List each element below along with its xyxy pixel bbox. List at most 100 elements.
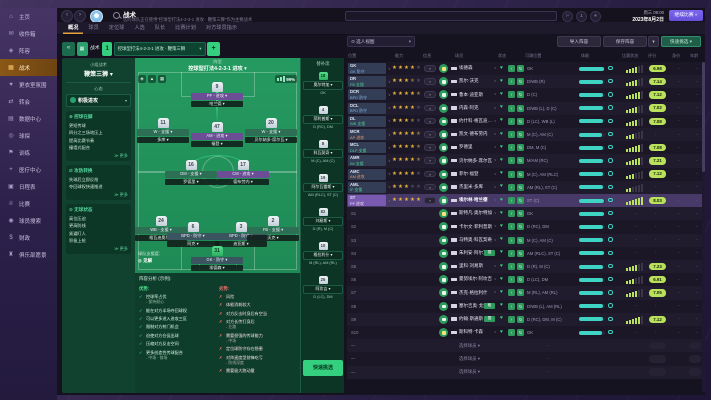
pick-player-dropdown[interactable]: 选择球员 ▾ bbox=[459, 342, 480, 348]
settings-gear-icon[interactable]: ✳ bbox=[590, 10, 601, 22]
squad-row[interactable]: DCR BPD 防守 ∨ ★ ★ ★ ★ ★ ≡ 鲁本·迪亚斯 ∨ ♥ ↑ ↻ D (C) 7.12- - bbox=[347, 88, 702, 102]
view-options-dropdown[interactable]: ⊙ 选人视图 ▾ bbox=[347, 36, 415, 47]
position-role-badge[interactable]: DL WB 支援 bbox=[348, 115, 386, 127]
player-name[interactable]: 里科·刘易斯 bbox=[459, 263, 483, 269]
add-tactic-button[interactable]: + bbox=[207, 42, 220, 56]
save-lineup-caret[interactable]: ▾ bbox=[648, 36, 659, 47]
player-name[interactable]: 杰里米·多库 bbox=[459, 183, 483, 189]
bench-player-name[interactable]: 格拉利什 ▾ bbox=[303, 251, 343, 260]
squad-row[interactable]: S1 斯特凡·奥尔特加 ∨ ♥ ↑ ↻ GK - - - - bbox=[347, 207, 702, 221]
player-name[interactable]: 罗德里 bbox=[459, 144, 473, 150]
info-pill[interactable]: ≡ bbox=[424, 91, 436, 98]
position-role-badge[interactable]: DR FB 支援 bbox=[348, 76, 386, 88]
position-role-badge[interactable]: AMC AM 进攻 bbox=[348, 168, 386, 180]
squad-row[interactable]: S4 朱利安·阿尔瓦雷斯国 ♥ ↑ ↻ AM (RLC), ST (C) - - - - bbox=[347, 246, 702, 260]
team-support-value[interactable]: ◍ 见解 bbox=[138, 258, 153, 263]
mentality-dropdown[interactable]: 积极进攻 ▾ bbox=[66, 93, 131, 107]
sidebar-item-9[interactable]: + 医疗中心 bbox=[0, 161, 57, 178]
approval-icon[interactable]: ▲ bbox=[148, 75, 156, 83]
pitch-player-DCR[interactable]: 3 BPD - 防守 ▾ 迪亚斯 ▾ bbox=[215, 222, 267, 247]
bench-player-name[interactable]: 奥尔特加 ▾ bbox=[303, 81, 343, 90]
pitch-player-GK[interactable]: 31 GK - 防守 ▾ 埃德森 ▾ bbox=[191, 246, 243, 271]
info-pill[interactable]: ≡ bbox=[424, 117, 436, 125]
quick-pick-button[interactable]: 快速挑选 bbox=[303, 360, 343, 376]
pitch-player-DR[interactable]: 2 FB - 支援 ▾ 沃克 ▾ bbox=[247, 216, 299, 241]
player-name[interactable]: 埃尔林·哈兰德 bbox=[459, 197, 488, 203]
player-role[interactable]: BPD - 防守 ▾ bbox=[167, 233, 219, 240]
squad-row[interactable]: S6 曼努埃尔·阿坎吉 ∨ ♥ ↑ ↻ D (LC), DM 6.91 - - bbox=[347, 273, 702, 287]
quick-pick-dropdown-button[interactable]: 快速挑选 ▾ bbox=[661, 36, 701, 47]
sidebar-item-5[interactable]: ⇄ 转会 bbox=[0, 93, 57, 110]
position-role-badge[interactable]: GK GK 防守 bbox=[348, 63, 386, 74]
forward-button[interactable]: › bbox=[74, 10, 86, 22]
sidebar-item-13[interactable]: $ 财政 bbox=[0, 229, 57, 246]
pitch-player-MCL[interactable]: 16 DM - 支援 ▾ 罗德里 ▾ bbox=[165, 160, 217, 185]
tab-6[interactable]: 对方球员指示 bbox=[205, 25, 238, 31]
squad-row[interactable]: S9 约翰·斯通斯国 ♥ ↑ ↻ D (RC), DM, M (C) 7.12- - bbox=[347, 312, 702, 326]
player-name[interactable]: 沃克 ▾ bbox=[247, 234, 299, 241]
bench-player-4[interactable]: 82 刘易斯 ▾ D (R), M (C) bbox=[303, 208, 343, 231]
bench-player-name[interactable]: 菲利普斯 ▾ bbox=[303, 115, 343, 124]
bench-player-name[interactable]: 刘易斯 ▾ bbox=[303, 217, 343, 226]
more-link[interactable]: ≫ 更多 bbox=[114, 152, 128, 158]
sidebar-item-12[interactable]: ◉ 球员搜索 bbox=[0, 212, 57, 229]
notification-icon[interactable]: 1 bbox=[576, 10, 587, 22]
pitch-player-MCR[interactable]: 17 CM - 进攻 ▾ 德布劳内 ▾ bbox=[217, 160, 269, 185]
pitch-player-DCL[interactable]: 6 BPD - 防守 ▾ 阿克 ▾ bbox=[167, 222, 219, 247]
player-name[interactable]: 迪亚斯 ▾ bbox=[215, 240, 267, 247]
player-role[interactable]: CM - 进攻 ▾ bbox=[217, 171, 269, 178]
squad-row[interactable]: S3 马特奥·科瓦契奇 ∨ ♥ ↑ ↻ M (C), AM (C) - - - - bbox=[347, 233, 702, 247]
tactic-select[interactable]: ▾ 控球型打法4-2-3-1 进攻 · 鞭策三狮 bbox=[113, 42, 206, 56]
position-role-badge[interactable]: MCR AP 进攻 bbox=[348, 129, 386, 140]
bench-player-name[interactable]: 阿尔瓦雷斯 ▾ bbox=[303, 183, 343, 192]
sidebar-item-6[interactable]: ▤ 数据中心 bbox=[0, 110, 57, 127]
player-name[interactable]: 斯科特·卡森 bbox=[459, 329, 483, 335]
instruction-box-1[interactable]: ⇄ 攻防转换 失球后立即反抢 夺回球权快速推进 ≫ 更多 bbox=[66, 164, 131, 200]
player-role[interactable]: AM - 进攻 ▾ bbox=[191, 133, 243, 140]
formation-dropdown[interactable]: 控球型打法4-2-3-1 进攻 ▾ bbox=[188, 66, 247, 72]
player-name[interactable]: 卡尔文·菲利普斯 bbox=[459, 223, 492, 229]
player-role[interactable]: DM - 支援 ▾ bbox=[165, 171, 217, 178]
player-name[interactable]: 菲尔·福登 bbox=[459, 170, 479, 176]
grid-view-icon[interactable]: ▦ bbox=[158, 75, 166, 83]
squad-row[interactable]: S5 里科·刘易斯 ∨ ♥ ↑ ↻ D (R), M (C) 7.23 - - bbox=[347, 260, 702, 274]
tab-5[interactable]: 比赛计划 bbox=[175, 25, 196, 31]
player-name[interactable]: 鲁本·迪亚斯 bbox=[459, 91, 483, 97]
tab-3[interactable]: 人选 bbox=[134, 25, 145, 31]
info-pill[interactable]: ≡ bbox=[424, 78, 436, 85]
position-role-badge[interactable]: AMR IW 支援 bbox=[348, 155, 386, 167]
pitch-player-AMR[interactable]: 20 W - 支援 ▾ 贝尔纳多·席尔瓦 ▾ bbox=[245, 118, 297, 143]
squad-row[interactable]: AMC AM 进攻 ∨ ★ ★ ★ ★ ★ ≡ 菲尔·福登 ∨ ♥ ↑ ↻ M (C), AM (RLC) 7… bbox=[347, 167, 702, 181]
tab-2[interactable]: 定位球 bbox=[108, 25, 125, 31]
more-link[interactable]: ≫ 更多 bbox=[114, 245, 128, 251]
squad-row[interactable]: ST PF 进攻 ∨ ★ ★ ★ ★ ★ ≡ 埃尔林·哈兰德 ∨ ♥ ↑ ↻ ST (C) 8.03- - bbox=[347, 194, 702, 208]
player-role[interactable]: GK - 防守 ▾ bbox=[191, 257, 243, 264]
info-pill[interactable]: ≡ bbox=[424, 157, 436, 164]
bench-player-0[interactable]: 18 奥尔特加 ▾ GK bbox=[303, 72, 343, 95]
squad-row[interactable]: AML IF 支援 ∨ ★ ★ ★ ★ ★ ≡ 杰里米·多库 ∨ ♥ ↑ ↻ AM (RL), ST (C)… bbox=[347, 180, 702, 194]
player-name[interactable]: 曼努埃尔·阿坎吉 bbox=[459, 276, 492, 282]
info-pill[interactable]: ≡ bbox=[424, 144, 436, 151]
bench-player-name[interactable]: 科瓦契奇 ▾ bbox=[303, 149, 343, 158]
player-name[interactable]: 内森·阿克 bbox=[459, 104, 479, 110]
sidebar-item-11[interactable]: ♕ 比赛 bbox=[0, 195, 57, 212]
continue-button[interactable]: 继续比赛 » bbox=[669, 9, 703, 21]
player-role[interactable]: BPD - 防守 ▾ bbox=[215, 233, 267, 240]
bench-player-6[interactable]: 25 阿坎吉 ▾ D (LC), DM bbox=[303, 276, 343, 299]
tactic-slot-number[interactable]: 1 bbox=[102, 42, 113, 56]
player-name[interactable]: 马特奥·科瓦契奇 bbox=[459, 236, 492, 242]
squad-row[interactable]: S8 塞尔吉奥·戈麦斯租 ♥ ↑ ↻ D/WB (L), AM (RL) - - - - bbox=[347, 299, 702, 313]
bench-player-3[interactable]: 19 阿尔瓦雷斯 ▾ AM (RLC), ST (C) bbox=[303, 174, 343, 197]
player-name[interactable]: 埃德森 ▾ bbox=[191, 264, 243, 271]
search-box[interactable] bbox=[345, 10, 557, 28]
player-name[interactable]: 罗德里 ▾ bbox=[165, 178, 217, 185]
sidebar-item-3[interactable]: ▦ 战术 bbox=[0, 59, 57, 76]
player-name[interactable]: 埃德森 bbox=[459, 65, 473, 71]
info-pill[interactable]: ≡ bbox=[424, 197, 436, 204]
player-name[interactable]: 德布劳内 ▾ bbox=[217, 178, 269, 185]
squad-row[interactable]: S10 斯科特·卡森 ∨ ♥ ↑ ↻ GK - - - - bbox=[347, 326, 702, 340]
player-name[interactable]: 格瓦迪奥尔 ▾ bbox=[135, 234, 187, 241]
back-button[interactable]: ‹ bbox=[61, 10, 73, 22]
club-badge[interactable] bbox=[90, 9, 103, 23]
sidebar-item-7[interactable]: ◎ 球探 bbox=[0, 127, 57, 144]
